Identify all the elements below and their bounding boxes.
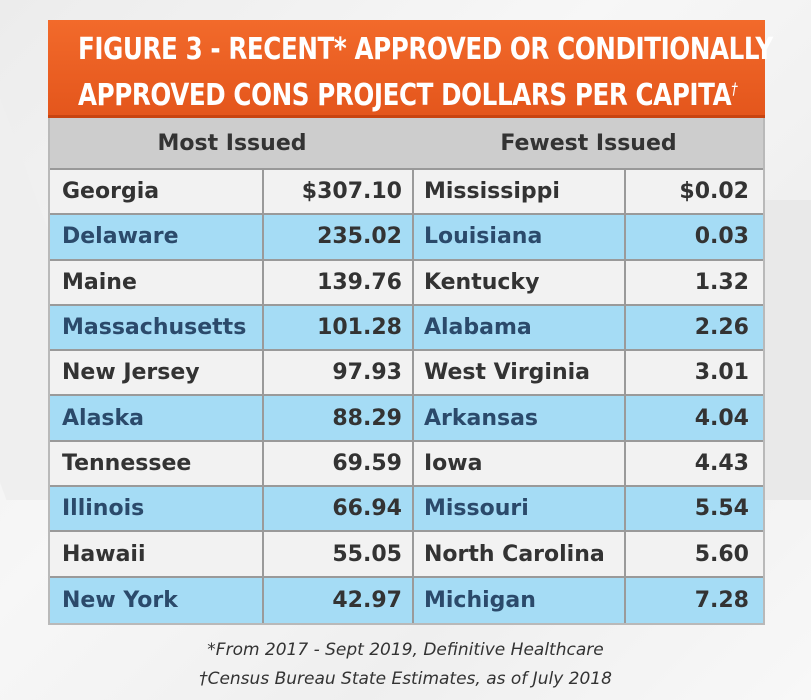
most-issued-value: 97.93: [264, 351, 414, 395]
most-issued-value: 101.28: [264, 305, 414, 350]
fewest-issued-value: $0.02: [679, 179, 749, 205]
most-issued-state: Maine: [50, 260, 265, 304]
table-row: Massachusetts 101.28 Alabama 2.26: [50, 305, 763, 352]
table-body: Georgia $307.10 Mississippi $0.02 Delaware 23…: [50, 168, 763, 623]
most-issued-state: Delaware: [50, 215, 265, 259]
title-bar: FIGURE 3 - RECENT* APPROVED OR CONDITION…: [48, 20, 773, 118]
fewest-issued-state: Iowa: [414, 441, 627, 486]
fewest-issued-value: 2.26: [694, 315, 749, 341]
footnote-2: †Census Bureau State Estimates, as of Ju…: [199, 669, 612, 689]
most-issued-value: 55.05: [264, 532, 414, 576]
most-issued-value: 42.97: [264, 577, 414, 623]
data-table: Most Issued Fewest Issued Georgia $307.10…: [48, 118, 765, 625]
most-issued-value: $307.10: [264, 170, 414, 214]
most-issued-state: New Jersey: [50, 351, 265, 395]
header-most-issued: Most Issued: [157, 130, 307, 156]
fewest-issued-state: Michigan: [414, 577, 627, 623]
most-issued-value: 235.02: [264, 215, 414, 259]
fewest-issued-value: 0.03: [694, 224, 749, 250]
fewest-issued-state: Louisiana: [414, 215, 627, 259]
fewest-issued-value: 7.28: [694, 587, 749, 613]
header-fewest-issued: Fewest Issued: [500, 130, 677, 156]
figure-3: FIGURE 3 - RECENT* APPROVED OR CONDITION…: [48, 20, 773, 625]
most-issued-state: Alaska: [50, 396, 265, 440]
table-row: Delaware 235.02 Louisiana 0.03: [50, 215, 763, 261]
fewest-issued-state: Mississippi: [414, 170, 627, 214]
most-issued-value: 66.94: [264, 487, 414, 531]
table-row: New Jersey 97.93 West Virginia 3.01: [50, 351, 763, 397]
most-issued-state: Georgia: [50, 170, 265, 214]
title-line-2-text: APPROVED CONs PROJECT DOLLARS PER CAPITA: [78, 78, 732, 113]
title-line-1: FIGURE 3 - RECENT* APPROVED OR CONDITION…: [78, 32, 773, 67]
most-issued-state: Massachusetts: [50, 305, 265, 350]
fewest-issued-value: 5.54: [694, 496, 749, 522]
table-row: Maine 139.76 Kentucky 1.32: [50, 260, 763, 306]
fewest-issued-state: Kentucky: [414, 260, 627, 304]
table-row: Georgia $307.10 Mississippi $0.02: [50, 170, 763, 216]
table-row: Alaska 88.29 Arkansas 4.04: [50, 396, 763, 442]
most-issued-state: Hawaii: [50, 532, 265, 576]
table-row: Hawaii 55.05 North Carolina 5.60: [50, 532, 763, 578]
table-row: Tennessee 69.59 Iowa 4.43: [50, 441, 763, 488]
fewest-issued-state: Arkansas: [414, 396, 627, 440]
fewest-issued-state: West Virginia: [414, 351, 627, 395]
fewest-issued-value: 1.32: [694, 269, 749, 295]
fewest-issued-state: Missouri: [414, 487, 627, 531]
title-dagger: †: [731, 79, 738, 98]
most-issued-state: Tennessee: [50, 441, 265, 486]
title-line-2: APPROVED CONs PROJECT DOLLARS PER CAPITA…: [78, 69, 738, 115]
fewest-issued-value: 4.43: [694, 450, 749, 476]
fewest-issued-value: 3.01: [694, 360, 749, 386]
most-issued-value: 88.29: [264, 396, 414, 440]
fewest-issued-value: 4.04: [694, 405, 749, 431]
most-issued-state: New York: [50, 577, 265, 623]
most-issued-value: 69.59: [264, 441, 414, 486]
fewest-issued-state: Alabama: [414, 305, 627, 350]
fewest-issued-value: 5.60: [694, 541, 749, 567]
footnote-1: *From 2017 - Sept 2019, Definitive Healt…: [207, 640, 604, 660]
most-issued-state: Illinois: [50, 487, 265, 531]
footnotes: *From 2017 - Sept 2019, Definitive Healt…: [0, 636, 811, 694]
table-row: New York 42.97 Michigan 7.28: [50, 577, 763, 623]
table-row: Illinois 66.94 Missouri 5.54: [50, 487, 763, 533]
most-issued-value: 139.76: [264, 260, 414, 304]
fewest-issued-state: North Carolina: [414, 532, 627, 576]
table-header-row: Most Issued Fewest Issued: [50, 118, 763, 168]
